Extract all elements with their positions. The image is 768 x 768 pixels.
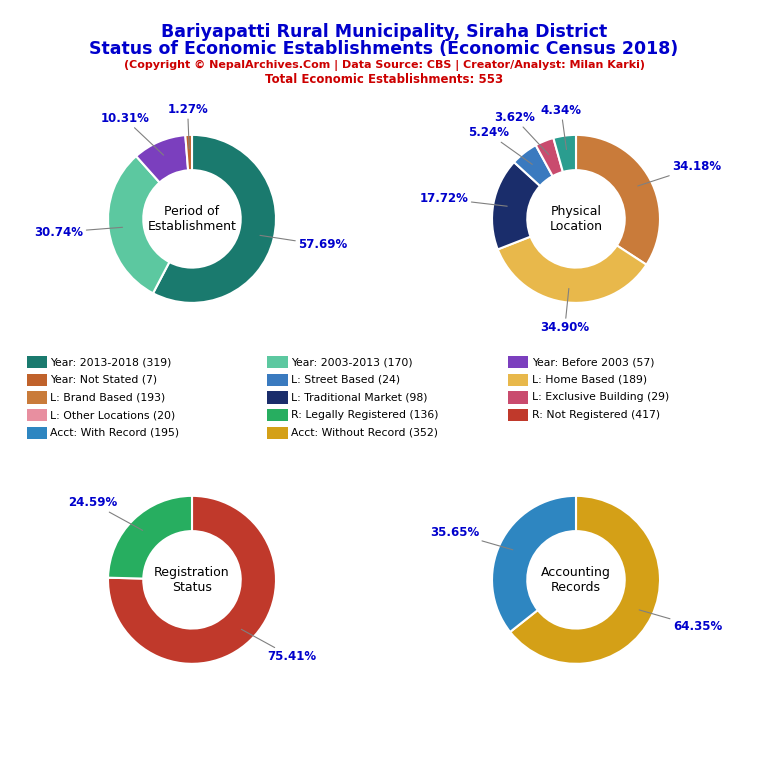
Text: 4.34%: 4.34% [541,104,581,150]
Wedge shape [185,135,192,170]
Text: Status of Economic Establishments (Economic Census 2018): Status of Economic Establishments (Econo… [89,40,679,58]
Text: L: Traditional Market (98): L: Traditional Market (98) [291,392,428,402]
Text: Registration
Status: Registration Status [154,566,230,594]
Text: 5.24%: 5.24% [468,127,532,164]
Text: R: Legally Registered (136): R: Legally Registered (136) [291,410,439,420]
Wedge shape [108,496,276,664]
Text: Acct: With Record (195): Acct: With Record (195) [51,428,180,438]
Wedge shape [492,496,576,632]
Text: Acct: Without Record (352): Acct: Without Record (352) [291,428,438,438]
Text: 64.35%: 64.35% [639,610,722,633]
Text: L: Brand Based (193): L: Brand Based (193) [51,392,166,402]
Wedge shape [153,135,276,303]
Text: (Copyright © NepalArchives.Com | Data Source: CBS | Creator/Analyst: Milan Karki: (Copyright © NepalArchives.Com | Data So… [124,60,644,71]
Text: 34.90%: 34.90% [540,289,589,334]
Text: R: Not Registered (417): R: Not Registered (417) [531,410,660,420]
Text: 3.62%: 3.62% [494,111,549,154]
Text: 75.41%: 75.41% [241,629,316,664]
Text: 10.31%: 10.31% [101,112,164,155]
Text: 35.65%: 35.65% [430,527,513,550]
Text: L: Other Locations (20): L: Other Locations (20) [51,410,176,420]
Wedge shape [498,237,647,303]
Wedge shape [536,138,563,176]
Text: 30.74%: 30.74% [35,226,123,239]
Bar [267,356,287,369]
Bar [508,409,528,422]
Wedge shape [554,135,576,172]
Bar [267,409,287,422]
Bar [508,373,528,386]
Bar [508,356,528,369]
Bar [27,409,47,422]
Bar [27,373,47,386]
Text: 17.72%: 17.72% [420,192,507,207]
Text: 57.69%: 57.69% [260,235,347,251]
Wedge shape [136,135,188,183]
Text: Period of
Establishment: Period of Establishment [147,205,237,233]
Wedge shape [576,135,660,265]
Bar [27,356,47,369]
Text: L: Exclusive Building (29): L: Exclusive Building (29) [531,392,669,402]
Bar [267,373,287,386]
Text: Bariyapatti Rural Municipality, Siraha District: Bariyapatti Rural Municipality, Siraha D… [161,23,607,41]
Wedge shape [510,496,660,664]
Wedge shape [108,496,192,578]
Wedge shape [514,145,553,186]
Text: 34.18%: 34.18% [637,161,721,186]
Text: L: Home Based (189): L: Home Based (189) [531,375,647,385]
Text: Year: Before 2003 (57): Year: Before 2003 (57) [531,357,654,367]
Bar [267,426,287,439]
Text: Physical
Location: Physical Location [549,205,603,233]
Text: Total Economic Establishments: 553: Total Economic Establishments: 553 [265,73,503,86]
Text: L: Street Based (24): L: Street Based (24) [291,375,400,385]
Text: 1.27%: 1.27% [167,103,208,149]
Text: Year: 2003-2013 (170): Year: 2003-2013 (170) [291,357,412,367]
Bar [267,391,287,404]
Bar [508,391,528,404]
Text: 24.59%: 24.59% [68,496,143,531]
Bar [27,426,47,439]
Text: Year: 2013-2018 (319): Year: 2013-2018 (319) [51,357,172,367]
Text: Year: Not Stated (7): Year: Not Stated (7) [51,375,157,385]
Wedge shape [492,162,540,250]
Text: Accounting
Records: Accounting Records [541,566,611,594]
Bar [27,391,47,404]
Wedge shape [108,156,170,293]
